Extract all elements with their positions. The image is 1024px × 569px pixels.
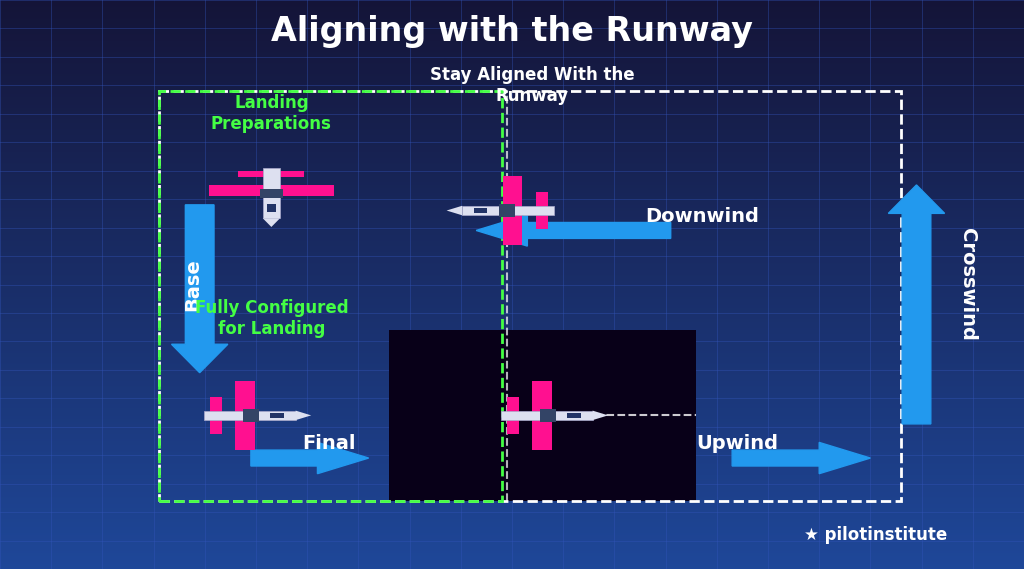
Polygon shape [503, 176, 522, 245]
Polygon shape [593, 411, 608, 420]
Polygon shape [243, 409, 259, 422]
Text: ★ pilotinstitute: ★ pilotinstitute [804, 526, 947, 544]
Polygon shape [263, 218, 280, 227]
Bar [159, 91, 901, 501]
Polygon shape [474, 208, 487, 213]
FancyArrow shape [732, 443, 870, 473]
Polygon shape [501, 411, 593, 420]
Text: Base: Base [183, 258, 202, 311]
Polygon shape [204, 411, 296, 420]
Polygon shape [270, 413, 284, 418]
Polygon shape [507, 397, 519, 434]
Bar [159, 91, 502, 501]
Polygon shape [540, 409, 556, 422]
Text: Fully Configured
for Landing: Fully Configured for Landing [195, 299, 348, 338]
Polygon shape [296, 411, 311, 420]
Text: Final: Final [302, 434, 355, 453]
Polygon shape [260, 189, 283, 198]
Polygon shape [209, 185, 334, 196]
Polygon shape [532, 381, 552, 450]
Text: Upwind: Upwind [696, 434, 778, 453]
Polygon shape [266, 204, 276, 212]
Polygon shape [567, 413, 581, 418]
Polygon shape [239, 171, 304, 178]
Text: Aligning with the Runway: Aligning with the Runway [271, 15, 753, 48]
Polygon shape [263, 167, 280, 218]
Text: Stay Aligned With the
Runway: Stay Aligned With the Runway [430, 66, 635, 105]
Text: Crosswind: Crosswind [958, 228, 977, 341]
Polygon shape [236, 381, 255, 450]
FancyArrow shape [476, 215, 671, 246]
Text: Downwind: Downwind [645, 207, 759, 226]
FancyArrow shape [251, 443, 369, 473]
Bar [389, 330, 696, 501]
Polygon shape [446, 206, 462, 215]
Polygon shape [499, 204, 515, 217]
Polygon shape [462, 206, 554, 215]
Text: Landing
Preparations: Landing Preparations [211, 94, 332, 133]
Polygon shape [210, 397, 221, 434]
FancyArrow shape [172, 205, 227, 373]
Polygon shape [537, 192, 548, 229]
FancyArrow shape [889, 185, 944, 424]
